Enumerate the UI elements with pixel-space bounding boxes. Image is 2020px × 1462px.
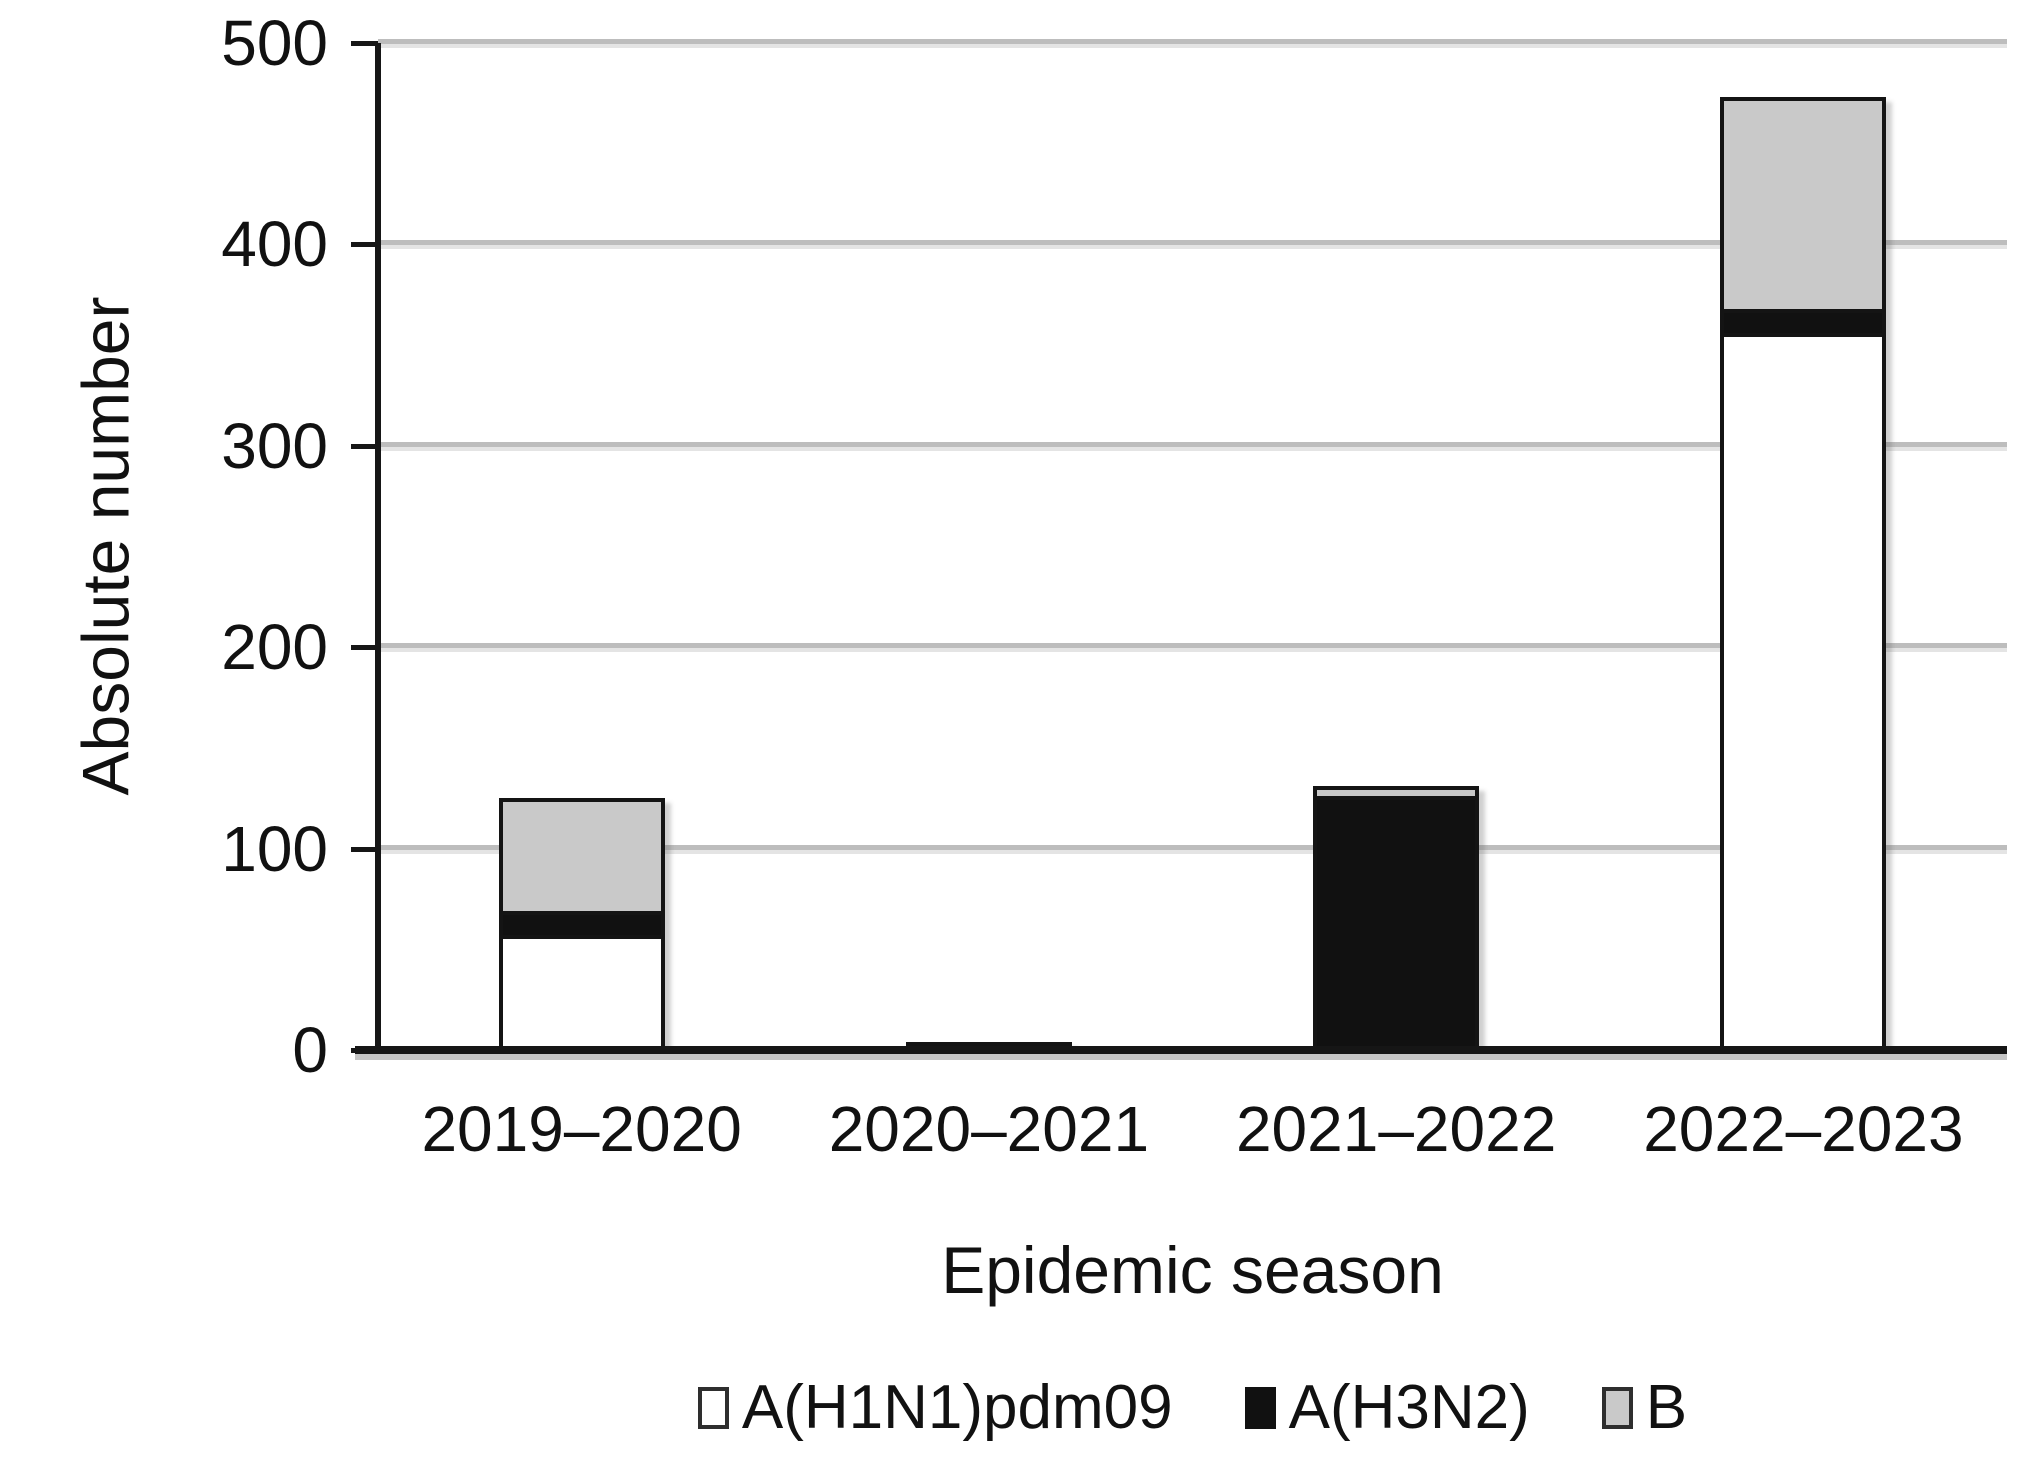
y-tick-mark-300 bbox=[351, 443, 378, 449]
legend-item-A(H3N2): A(H3N2) bbox=[1244, 1366, 1530, 1450]
legend-label-A(H3N2): A(H3N2) bbox=[1288, 1373, 1530, 1442]
y-tick-label-500: 500 bbox=[221, 7, 328, 79]
bar-segment-A(H3N2) bbox=[1720, 308, 1887, 334]
bar-2019–2020 bbox=[498, 798, 665, 1050]
x-tick-label-2019–2020: 2019–2020 bbox=[421, 1093, 742, 1165]
bar-segment-B bbox=[1313, 786, 1480, 797]
gridline-300 bbox=[378, 441, 2007, 451]
legend-swatch-A(H3N2) bbox=[1244, 1387, 1276, 1429]
gridline-400 bbox=[378, 240, 2007, 250]
x-tick-label-2021–2022: 2021–2022 bbox=[1235, 1093, 1557, 1165]
y-tick-label-200: 200 bbox=[221, 611, 328, 684]
legend-label-A(H1N1)pdm09: A(H1N1)pdm09 bbox=[741, 1373, 1173, 1442]
bar-segment-A(H3N2) bbox=[1313, 796, 1480, 1050]
gridline-500 bbox=[378, 39, 2007, 48]
y-tick-mark-200 bbox=[351, 645, 378, 651]
y-axis-line bbox=[375, 43, 381, 1054]
y-tick-mark-400 bbox=[351, 242, 378, 248]
bar-segment-A(H3N2) bbox=[498, 911, 665, 936]
y-tick-label-100: 100 bbox=[221, 812, 328, 885]
legend-item-A(H1N1)pdm09: A(H1N1)pdm09 bbox=[697, 1366, 1173, 1450]
y-tick-mark-500 bbox=[351, 41, 378, 47]
plot-area: 0 100 200 300 400 500 2019–2020 2020–2021 2021–… bbox=[221, 10, 2007, 1165]
x-tick-label-2022–2023: 2022–2023 bbox=[1643, 1093, 1964, 1165]
legend-item-B: B bbox=[1601, 1366, 1688, 1450]
bar-2021–2022 bbox=[1313, 786, 1480, 1050]
y-tick-label-400: 400 bbox=[221, 208, 328, 281]
bar-segment-B bbox=[1720, 97, 1887, 309]
bar-segment-A(H1N1)pdm09 bbox=[1720, 333, 1887, 1050]
bar-2022–2023 bbox=[1720, 97, 1887, 1050]
y-tick-mark-0 bbox=[351, 1048, 378, 1053]
y-tick-mark-100 bbox=[351, 846, 378, 852]
bar-segment-B bbox=[498, 798, 665, 912]
y-tick-label-300: 300 bbox=[221, 409, 328, 482]
legend-label-B: B bbox=[1645, 1373, 1688, 1442]
gridline-200 bbox=[378, 643, 2007, 653]
bar-segment-A(H1N1)pdm09 bbox=[498, 935, 665, 1050]
gridline-100 bbox=[378, 844, 2007, 854]
legend-swatch-B bbox=[1601, 1387, 1633, 1429]
x-axis-line bbox=[355, 1046, 2007, 1054]
x-axis-title: Epidemic season bbox=[941, 1233, 1444, 1307]
legend-swatch-A(H1N1)pdm09 bbox=[697, 1387, 729, 1429]
x-tick-label-2020–2021: 2020–2021 bbox=[828, 1093, 1150, 1165]
legend: A(H1N1)pdm09 A(H3N2) B bbox=[378, 1366, 2007, 1450]
y-tick-label-0: 0 bbox=[292, 1014, 328, 1086]
y-axis-title: Absolute number bbox=[68, 296, 143, 796]
